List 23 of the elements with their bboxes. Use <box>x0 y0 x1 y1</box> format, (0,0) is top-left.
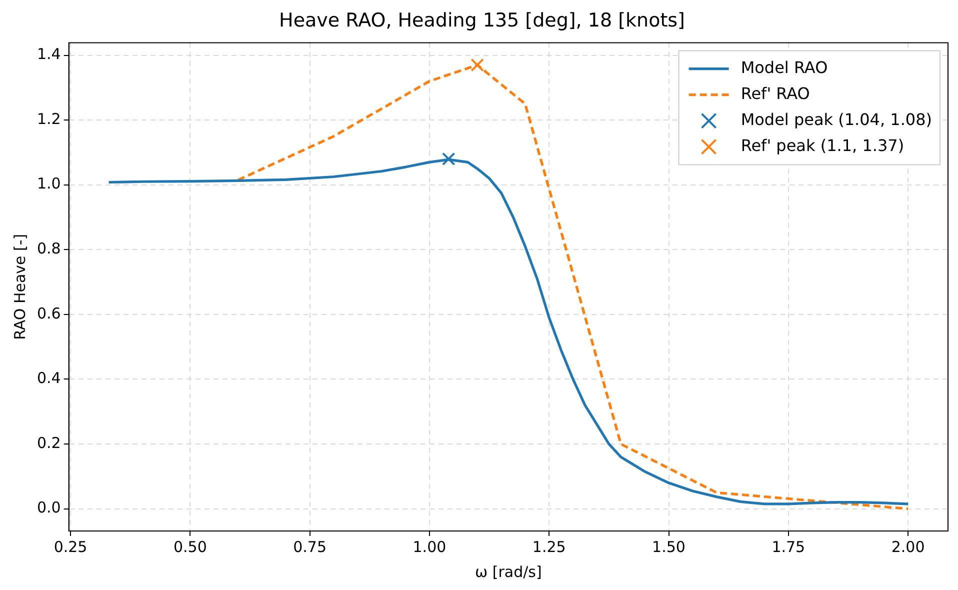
y-tick-label: 0.4 <box>36 369 61 388</box>
x-tick-label: 0.50 <box>173 538 207 556</box>
chart-title: Heave RAO, Heading 135 [deg], 18 [knots] <box>279 9 685 32</box>
y-tick-label: 1.0 <box>36 174 61 193</box>
legend-label: Ref' RAO <box>740 84 810 103</box>
y-tick-label: 0.2 <box>36 434 61 452</box>
x-tick-label: 2.00 <box>891 538 925 556</box>
legend-label: Model RAO <box>740 58 828 77</box>
x-tick-label: 0.75 <box>293 538 327 556</box>
y-tick-label: 1.4 <box>36 45 61 64</box>
x-tick-label: 1.50 <box>652 538 686 556</box>
x-tick-label: 1.75 <box>772 538 806 556</box>
x-tick-label: 0.25 <box>54 538 88 556</box>
x-tick-label: 1.25 <box>532 538 566 556</box>
y-axis-title: RAO Heave [-] <box>10 234 29 340</box>
legend-label: Model peak (1.04, 1.08) <box>740 110 932 129</box>
legend-label: Ref' peak (1.1, 1.37) <box>740 136 904 155</box>
y-tick-label: 0.8 <box>36 240 61 258</box>
y-tick-label: 1.2 <box>36 110 61 128</box>
x-tick-label: 1.00 <box>412 538 446 556</box>
y-tick-label: 0.6 <box>36 304 61 322</box>
y-tick-label: 0.0 <box>36 498 61 517</box>
x-axis-title: ω [rad/s] <box>475 562 542 581</box>
